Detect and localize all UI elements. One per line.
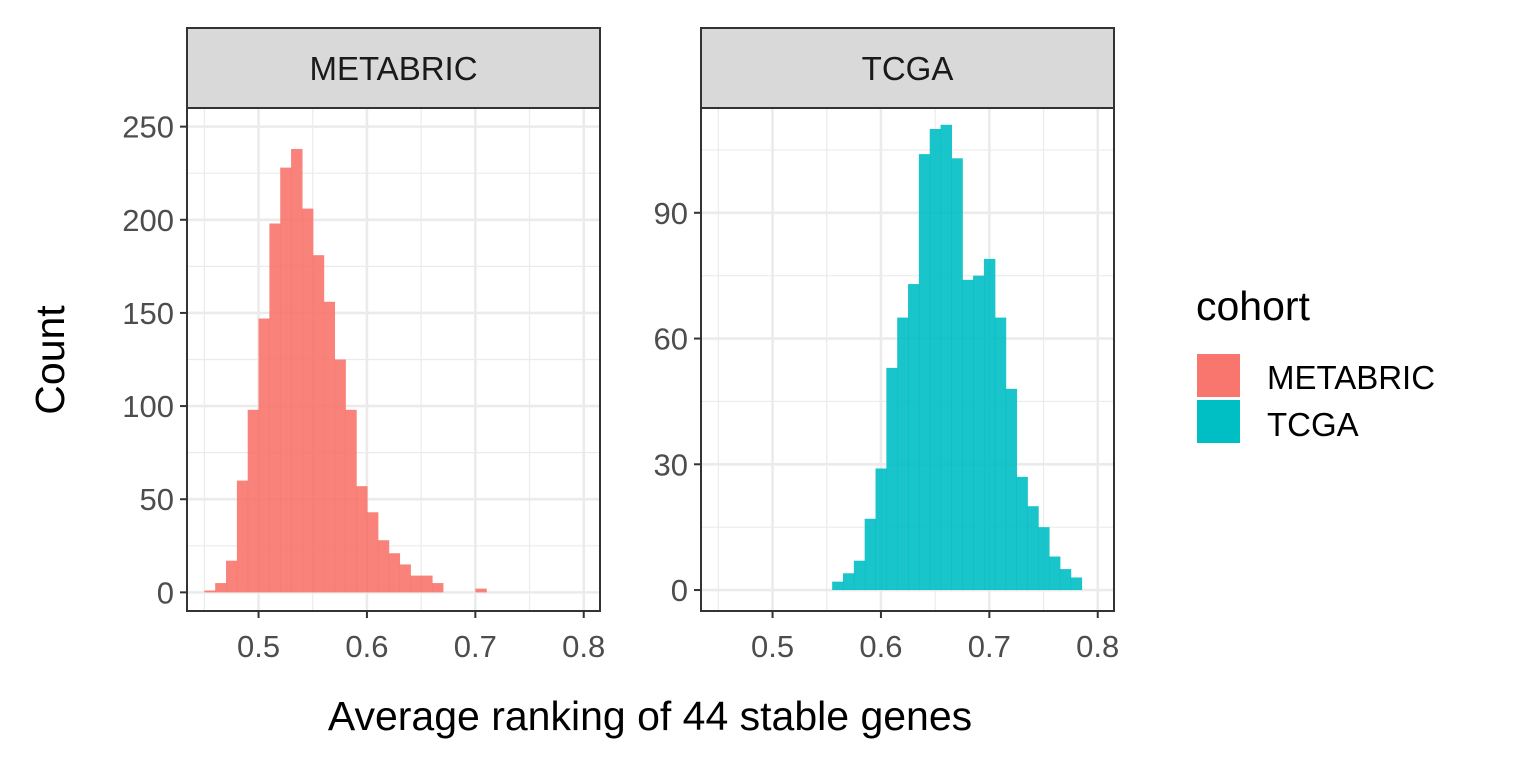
histogram-bar xyxy=(366,512,379,593)
legend-label-metabric: METABRIC xyxy=(1267,359,1435,396)
histogram-bar xyxy=(983,258,996,591)
y-tick-label: 100 xyxy=(122,389,174,424)
y-axis-ticks: 0 30 60 90 xyxy=(654,196,701,608)
histogram-bar xyxy=(334,359,346,593)
histogram-bar xyxy=(1005,388,1018,591)
histogram-bar xyxy=(864,518,877,591)
y-tick-label: 90 xyxy=(654,196,688,231)
histogram-bar xyxy=(312,255,325,593)
legend-swatch-metabric xyxy=(1197,354,1240,397)
x-axis-ticks: 0.5 0.6 0.7 0.8 xyxy=(751,611,1119,664)
legend-swatch-tcga xyxy=(1197,400,1240,443)
histogram-bar xyxy=(1038,527,1050,591)
facet-panel-metabric: METABRIC 0 50 100 150 200 250 0.5 0.6 0.7 0.8 xyxy=(122,27,605,664)
histogram-bar xyxy=(940,124,953,591)
histogram-bar xyxy=(918,154,931,591)
histogram-bar xyxy=(994,317,1007,591)
x-tick-label: 0.7 xyxy=(968,629,1011,664)
histogram-bar xyxy=(1048,556,1061,591)
y-tick-label: 0 xyxy=(157,575,174,610)
y-tick-label: 30 xyxy=(654,447,688,482)
legend: cohort METABRIC TCGA xyxy=(1196,283,1435,443)
panel-border xyxy=(700,107,1115,612)
x-tick-label: 0.8 xyxy=(1076,629,1119,664)
histogram-bar xyxy=(291,148,303,593)
y-tick-label: 0 xyxy=(671,573,688,608)
histogram-bar xyxy=(236,480,249,593)
x-axis-title: Average ranking of 44 stable genes xyxy=(328,693,972,739)
histogram-bar xyxy=(388,553,401,593)
histogram-bar xyxy=(897,317,909,591)
histogram-bar xyxy=(908,284,920,591)
histogram-bar xyxy=(258,318,270,593)
histogram-bar xyxy=(832,581,844,591)
histogram-bar xyxy=(875,468,887,591)
histogram-bar xyxy=(929,128,942,591)
histogram-bar xyxy=(247,409,260,593)
x-tick-label: 0.6 xyxy=(859,629,902,664)
histogram-bars xyxy=(832,124,1083,591)
facet-panel-tcga: TCGA 0 30 60 90 0.5 0.6 0.7 0.8 xyxy=(654,27,1119,664)
histogram-bar xyxy=(1070,577,1083,591)
histogram-bar xyxy=(421,575,433,593)
histogram-bar xyxy=(475,588,487,593)
y-tick-label: 250 xyxy=(122,110,174,145)
facet-strip xyxy=(700,27,1115,109)
histogram-bar xyxy=(323,301,336,593)
y-tick-label: 200 xyxy=(122,203,174,238)
y-axis-title: Count xyxy=(27,305,73,415)
legend-label-tcga: TCGA xyxy=(1267,406,1359,443)
histogram-bar xyxy=(853,560,866,591)
facet-strip-label: TCGA xyxy=(862,50,954,87)
histogram-bar xyxy=(377,540,390,593)
panel-border xyxy=(186,107,601,612)
y-axis-ticks: 0 50 100 150 200 250 xyxy=(122,110,187,610)
histogram-bar xyxy=(1016,476,1028,591)
histogram-bar xyxy=(269,223,281,593)
x-axis-ticks: 0.5 0.6 0.7 0.8 xyxy=(237,611,605,664)
x-tick-label: 0.7 xyxy=(454,629,497,664)
histogram-bars xyxy=(204,148,487,593)
histogram-bar xyxy=(951,158,963,591)
y-tick-label: 60 xyxy=(654,322,688,357)
x-tick-label: 0.6 xyxy=(345,629,388,664)
histogram-bar xyxy=(973,275,985,591)
histogram-bar xyxy=(345,409,357,593)
y-tick-label: 150 xyxy=(122,296,174,331)
histogram-bar xyxy=(399,564,411,593)
histogram-bar xyxy=(886,367,898,591)
histogram-bar xyxy=(215,583,227,593)
histogram-bar xyxy=(226,560,238,593)
facet-strip-label: METABRIC xyxy=(309,50,477,87)
histogram-bar xyxy=(204,590,216,593)
x-tick-label: 0.5 xyxy=(751,629,794,664)
histogram-bar xyxy=(280,167,292,593)
histogram-bar xyxy=(431,583,444,593)
histogram-bar xyxy=(301,208,314,593)
histogram-bar xyxy=(962,279,974,591)
histogram-bar xyxy=(1059,569,1072,591)
y-tick-label: 50 xyxy=(140,482,174,517)
histogram-bar xyxy=(356,486,368,593)
x-tick-label: 0.5 xyxy=(237,629,280,664)
histogram-bar xyxy=(843,573,855,591)
legend-title: cohort xyxy=(1196,283,1311,329)
histogram-bar xyxy=(1027,506,1039,591)
facet-strip xyxy=(186,27,601,109)
histogram-bar xyxy=(410,575,422,593)
x-tick-label: 0.8 xyxy=(562,629,605,664)
